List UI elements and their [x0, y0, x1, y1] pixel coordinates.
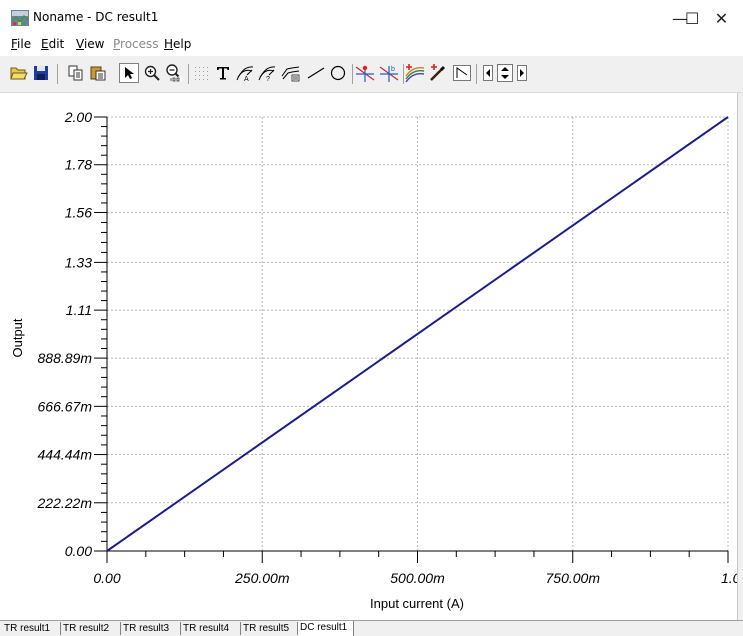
- toolbar: A ? b: [0, 56, 743, 93]
- y-tick-label: 1.11: [66, 302, 92, 318]
- zoom-100-button[interactable]: [164, 63, 184, 83]
- svg-text:?: ?: [266, 76, 270, 82]
- zoom-in-icon: [144, 65, 160, 81]
- tab-tr-result4[interactable]: TR result4: [181, 622, 241, 635]
- x-tick-label: 500.00m: [390, 570, 445, 586]
- y-tick-label: 1.33: [65, 254, 92, 270]
- tab-tr-result5[interactable]: TR result5: [241, 622, 298, 635]
- x-tick-label: 750.00m: [546, 570, 601, 586]
- grid-button[interactable]: [191, 63, 211, 83]
- add-curve-button[interactable]: [405, 63, 425, 83]
- scroll-right-button[interactable]: [515, 63, 528, 83]
- y-tick-label: 1.78: [65, 157, 92, 173]
- text-icon: [217, 67, 229, 80]
- svg-text:b: b: [391, 66, 395, 73]
- y-tick-label: 888.89m: [38, 350, 93, 366]
- cursor-a-button[interactable]: [355, 63, 375, 83]
- y-tick-label: 0.00: [65, 543, 92, 559]
- toolbar-separator: [476, 64, 477, 84]
- save-button[interactable]: [31, 63, 51, 83]
- menu-edit[interactable]: Edit: [41, 37, 65, 51]
- axis-label-icon: [281, 66, 300, 82]
- close-icon: ✕: [714, 8, 729, 28]
- zoom-100-icon: [166, 64, 182, 82]
- marker-icon: [430, 64, 446, 81]
- y-tick-label: 1.56: [65, 204, 92, 220]
- curve-label-button[interactable]: A: [235, 63, 255, 83]
- scroll-left-icon: [482, 65, 493, 81]
- copy-button[interactable]: [66, 63, 86, 83]
- y-axis-label: Output: [10, 318, 25, 357]
- app-icon: [11, 10, 29, 26]
- tab-tr-result2[interactable]: TR result2: [61, 622, 121, 635]
- title-bar: Noname - DC result1 — ✕ ☐: [0, 0, 743, 34]
- scroll-left-button[interactable]: [481, 63, 494, 83]
- toolbar-separator: [352, 64, 353, 84]
- maximize-icon: ☐: [685, 8, 700, 28]
- cursor-b-button[interactable]: b: [379, 63, 399, 83]
- scroll-updown-icon: [497, 64, 513, 82]
- zoom-in-button[interactable]: [142, 63, 162, 83]
- tab-tr-result3[interactable]: TR result3: [121, 622, 181, 635]
- x-tick-label: 0.00: [93, 570, 120, 586]
- y-tick-label: 666.67m: [38, 398, 93, 414]
- paste-icon: [90, 66, 106, 81]
- x-axis-label: Input current (A): [370, 596, 464, 611]
- menu-help[interactable]: Help: [164, 37, 192, 51]
- circle-icon: [330, 65, 346, 81]
- series-line: [106, 116, 729, 552]
- copy-icon: [68, 65, 83, 81]
- y-tick-label: 222.22m: [37, 495, 93, 511]
- polyline-button[interactable]: [452, 63, 472, 83]
- grid-icon: [195, 67, 208, 80]
- result-tabs: TR result1 TR result2 TR result3 TR result4…: [0, 620, 743, 636]
- tab-dc-result1[interactable]: DC result1: [298, 621, 354, 636]
- series: [106, 116, 729, 552]
- menu-bar: File Edit View Process Help: [0, 34, 743, 54]
- save-icon: [34, 66, 48, 80]
- open-icon: [10, 67, 28, 80]
- text-button[interactable]: [213, 63, 233, 83]
- cursor-a-icon: [355, 65, 375, 82]
- line-icon: [307, 67, 325, 79]
- scroll-right-icon: [516, 65, 527, 81]
- curve-label2-button[interactable]: ?: [257, 63, 277, 83]
- axes: [94, 116, 729, 563]
- pointer-button[interactable]: [119, 63, 139, 83]
- tab-tr-result1[interactable]: TR result1: [2, 622, 61, 635]
- y-tick-label: 444.44m: [38, 447, 93, 463]
- minimize-icon: —: [672, 8, 688, 28]
- axis-label-button[interactable]: [281, 63, 301, 83]
- curve-label-icon: A: [236, 66, 254, 82]
- cursor-b-icon: b: [379, 66, 399, 82]
- toolbar-separator: [403, 64, 404, 84]
- menu-view[interactable]: View: [76, 37, 105, 51]
- chart-area[interactable]: 0.00 222.22m 444.44m 666.67m 888.89m 1.11 1.33…: [0, 93, 743, 620]
- toolbar-separator: [188, 64, 189, 84]
- toolbar-separator: [57, 64, 58, 84]
- curve-label2-icon: ?: [258, 66, 276, 82]
- svg-text:A: A: [244, 76, 249, 82]
- polyline-icon: [453, 65, 471, 81]
- right-scroll-strip[interactable]: [737, 93, 743, 620]
- window-title: Noname - DC result1: [33, 10, 159, 24]
- line-button[interactable]: [306, 63, 326, 83]
- y-tick-label: 2.00: [64, 109, 92, 125]
- close-button[interactable]: ✕: [700, 6, 743, 30]
- scroll-updown-button[interactable]: [496, 63, 514, 83]
- dc-result-chart[interactable]: 0.00 222.22m 444.44m 666.67m 888.89m 1.11 1.33…: [0, 93, 743, 620]
- x-tick-label: 250.00m: [234, 570, 290, 586]
- add-curve-icon: [405, 64, 425, 83]
- circle-button[interactable]: [328, 63, 348, 83]
- paste-button[interactable]: [88, 63, 108, 83]
- marker-button[interactable]: [428, 63, 448, 83]
- minimize-button[interactable]: —: [660, 6, 700, 30]
- menu-process[interactable]: Process: [113, 37, 159, 51]
- pointer-icon: [125, 67, 134, 79]
- open-button[interactable]: [9, 63, 29, 83]
- menu-file[interactable]: File: [11, 37, 32, 51]
